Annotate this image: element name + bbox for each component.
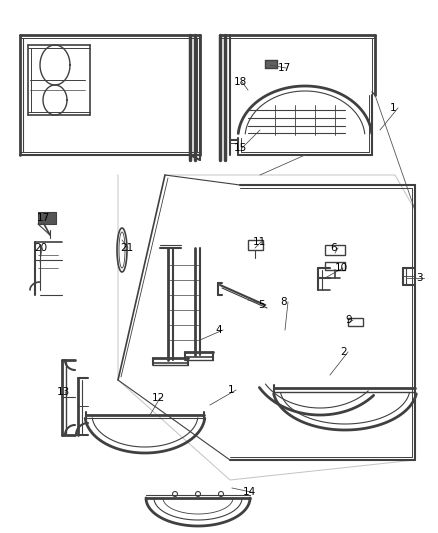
Bar xyxy=(348,318,363,326)
Text: 4: 4 xyxy=(215,325,222,335)
Text: 14: 14 xyxy=(243,487,256,497)
Text: 6: 6 xyxy=(330,243,337,253)
Bar xyxy=(248,240,263,250)
Text: 1: 1 xyxy=(228,385,235,395)
Text: 17: 17 xyxy=(37,213,50,223)
Bar xyxy=(325,262,345,270)
Text: 13: 13 xyxy=(57,387,70,397)
Text: 3: 3 xyxy=(416,273,423,283)
Bar xyxy=(325,245,345,255)
Bar xyxy=(38,212,56,224)
Text: 18: 18 xyxy=(234,77,247,87)
Text: 20: 20 xyxy=(34,243,47,253)
Text: 10: 10 xyxy=(335,263,348,273)
Text: 5: 5 xyxy=(258,300,265,310)
Text: 9: 9 xyxy=(345,315,352,325)
Text: 11: 11 xyxy=(253,237,266,247)
Text: 12: 12 xyxy=(152,393,165,403)
Text: 8: 8 xyxy=(280,297,286,307)
Text: 2: 2 xyxy=(340,347,346,357)
Text: 1: 1 xyxy=(390,103,397,113)
Bar xyxy=(265,60,277,68)
Text: 17: 17 xyxy=(278,63,291,73)
Text: 15: 15 xyxy=(234,143,247,153)
Text: 21: 21 xyxy=(120,243,133,253)
